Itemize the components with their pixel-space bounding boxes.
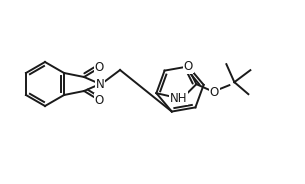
Text: O: O [210, 86, 219, 99]
Text: O: O [95, 61, 104, 74]
Text: O: O [184, 60, 193, 73]
Text: N: N [184, 60, 192, 73]
Text: N: N [96, 77, 104, 91]
Text: NH: NH [170, 92, 187, 105]
Text: O: O [95, 94, 104, 107]
